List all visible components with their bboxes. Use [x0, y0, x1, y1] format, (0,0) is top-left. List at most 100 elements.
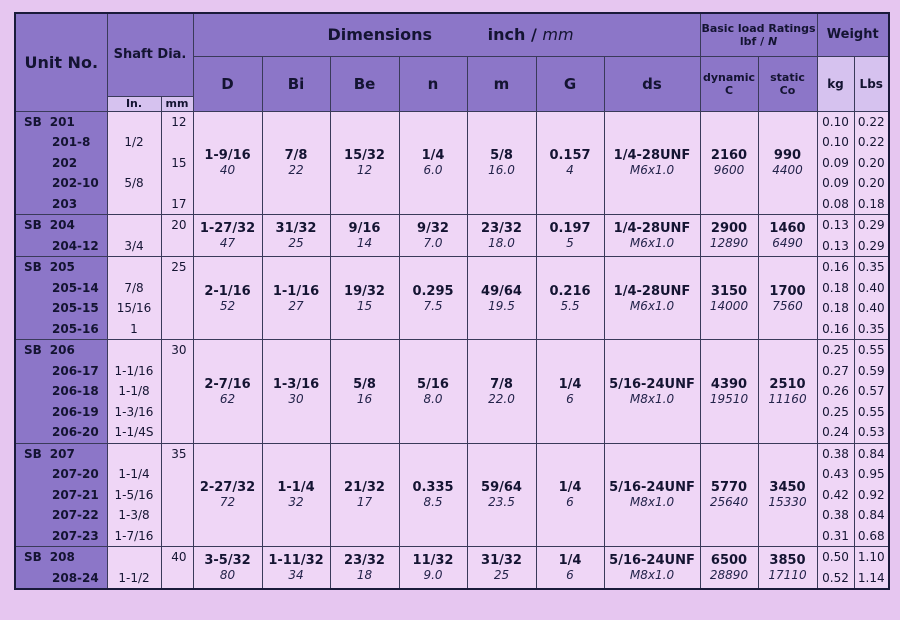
shaft-inch-cell-value: 1-1/2 — [118, 570, 150, 585]
dim-n-metric: 7.0 — [423, 236, 443, 250]
rating-dynamic-cell: 2900 12890 — [699, 214, 759, 257]
table-header: Unit No. Shaft Dia. Dimensions inch / mm… — [14, 12, 890, 112]
weight-lbs-cell-value: 0.84 — [857, 446, 885, 461]
weight-lbs-cell-value: 0.57 — [857, 384, 885, 398]
weight-kg-cell-value: 0.09 — [822, 155, 849, 170]
dim-d-metric: 52 — [219, 298, 236, 313]
header-col-n: n — [398, 55, 468, 112]
dim-ds-metric: M6x1.0 — [629, 163, 675, 178]
dim-bi-imperial: 1-11/32 — [268, 553, 324, 568]
dim-d-imperial: 1-27/32 — [199, 221, 256, 236]
dim-bi-metric: 27 — [288, 298, 304, 313]
dim-ds-imperial: 5/16-24UNF — [609, 480, 695, 496]
dim-ds-imperial: 1/4-28UNF — [613, 148, 691, 164]
dim-m-metric: 22.0 — [488, 391, 515, 406]
unit-number: 205-15 — [52, 301, 99, 315]
header-col-m: m — [466, 55, 537, 112]
unit-number-cell: SB 205 205-14 205-15 205-16 — [14, 256, 108, 340]
shaft-inch-cell-value: 1-3/8 — [118, 508, 150, 522]
rating-dynamic-metric: 28890 — [709, 568, 749, 582]
dim-d-metric: 62 — [219, 391, 236, 406]
weight-lbs-cell-value: 0.29 — [857, 218, 885, 232]
header-col-bi: Bi — [261, 55, 331, 112]
dim-be-cell: 21/32 17 — [329, 442, 400, 547]
unit-number: 202-10 — [52, 176, 99, 190]
shaft-inch-cell-value — [108, 340, 161, 361]
weight-lbs-cell-value: 0.55 — [857, 404, 885, 419]
rating-dynamic-cell: 6500 28890 — [699, 546, 759, 590]
shaft-inch-cell-value: 1-1/16 — [114, 363, 154, 378]
dim-n-metric: 8.0 — [423, 391, 443, 406]
dim-be-cell: 15/32 12 — [329, 110, 400, 215]
units-inch-label: inch / — [487, 25, 537, 45]
table-row: SB 201 201-8 202 202-10 203 1/2 5/8 12 15 17 1-9/16… — [14, 110, 890, 215]
rating-static-metric: 17110 — [768, 568, 807, 582]
shaft-mm-cell-value — [162, 173, 193, 194]
header-shaft-mm: mm — [160, 95, 194, 112]
weight-lbs-cell-value: 0.92 — [857, 487, 885, 502]
shaft-inch-cell: 7/8 15/16 1 — [106, 256, 162, 340]
shaft-inch-cell-value: 1/2 — [124, 135, 144, 149]
dim-g-cell: 1/4 6 — [535, 339, 605, 444]
weight-lbs-cell: 0.29 0.29 — [853, 214, 890, 257]
dim-d-cell: 1-27/32 47 — [192, 214, 263, 257]
shaft-mm-cell-value — [162, 464, 193, 485]
dim-ds-imperial: 1/4-28UNF — [613, 221, 691, 236]
rating-dynamic-cell: 5770 25640 — [699, 442, 759, 547]
dim-n-metric: 6.0 — [423, 163, 443, 178]
dim-ds-cell: 1/4-28UNF M6x1.0 — [603, 256, 701, 340]
unit-number: 208 — [49, 550, 75, 564]
dim-ds-imperial: 5/16-24UNF — [609, 376, 695, 392]
dim-m-imperial: 31/32 — [481, 553, 522, 568]
rating-dynamic-imperial: 2160 — [710, 148, 748, 164]
shaft-mm-cell: 35 — [160, 442, 194, 547]
rating-static-cell: 2510 11160 — [757, 339, 818, 444]
rating-dynamic-metric: 25640 — [709, 495, 749, 510]
rating-dynamic-imperial: 2900 — [710, 221, 748, 236]
dim-ds-cell: 1/4-28UNF M6x1.0 — [603, 110, 701, 215]
shaft-inch-cell-value — [108, 194, 161, 215]
dim-g-imperial: 0.197 — [549, 221, 591, 236]
shaft-inch-cell-value — [108, 215, 161, 236]
dim-be-metric: 12 — [356, 163, 373, 178]
shaft-inch-cell-value — [108, 257, 161, 278]
dim-d-metric: 40 — [219, 163, 236, 178]
unit-number: 204-12 — [52, 238, 99, 253]
header-shaft-in: In. — [106, 95, 162, 112]
unit-number: 201-8 — [52, 135, 91, 149]
weight-kg-cell-value: 0.31 — [822, 528, 849, 543]
dim-ds-imperial: 5/16-24UNF — [609, 553, 695, 568]
dim-bi-cell: 7/8 22 — [261, 110, 331, 215]
unit-number: 207-21 — [52, 487, 99, 502]
weight-lbs-cell-value: 0.35 — [857, 260, 885, 274]
weight-kg-cell-value: 0.13 — [822, 238, 849, 253]
dim-be-cell: 23/32 18 — [329, 546, 400, 590]
weight-kg-cell-value: 0.25 — [822, 343, 849, 357]
dim-ds-cell: 5/16-24UNF M8x1.0 — [603, 339, 701, 444]
weight-lbs-cell-value: 1.14 — [857, 570, 885, 585]
rating-static-imperial: 1460 — [769, 221, 806, 236]
weight-kg-cell-value: 0.08 — [822, 196, 849, 211]
shaft-inch-cell-value — [108, 444, 161, 465]
dim-n-metric: 7.5 — [423, 298, 443, 313]
weight-kg-cell-value: 0.43 — [822, 467, 849, 481]
dim-d-imperial: 2-7/16 — [204, 376, 251, 392]
unit-number-cell: SB 201 201-8 202 202-10 203 — [14, 110, 108, 215]
rating-static-cell: 3850 17110 — [757, 546, 818, 590]
shaft-mm-cell-value: 17 — [171, 196, 187, 211]
shaft-mm-cell-value — [162, 298, 193, 319]
weight-lbs-cell-value: 0.35 — [857, 321, 885, 336]
dim-g-metric: 5.5 — [560, 298, 580, 313]
dim-g-metric: 6 — [566, 495, 574, 510]
shaft-mm-cell-value — [162, 485, 193, 506]
shaft-mm-cell-value — [162, 236, 193, 257]
unit-prefix: SB — [24, 218, 42, 232]
dim-g-cell: 1/4 6 — [535, 546, 605, 590]
weight-kg-cell-value: 0.25 — [822, 404, 849, 419]
rating-static-imperial: 3850 — [769, 553, 806, 568]
header-unit-no: Unit No. — [14, 12, 108, 112]
weight-lbs-cell-value: 0.55 — [857, 343, 885, 357]
dim-m-metric: 23.5 — [488, 495, 515, 510]
dim-d-imperial: 2-1/16 — [204, 283, 251, 299]
shaft-inch-cell-value: 1-1/4S — [114, 425, 154, 439]
